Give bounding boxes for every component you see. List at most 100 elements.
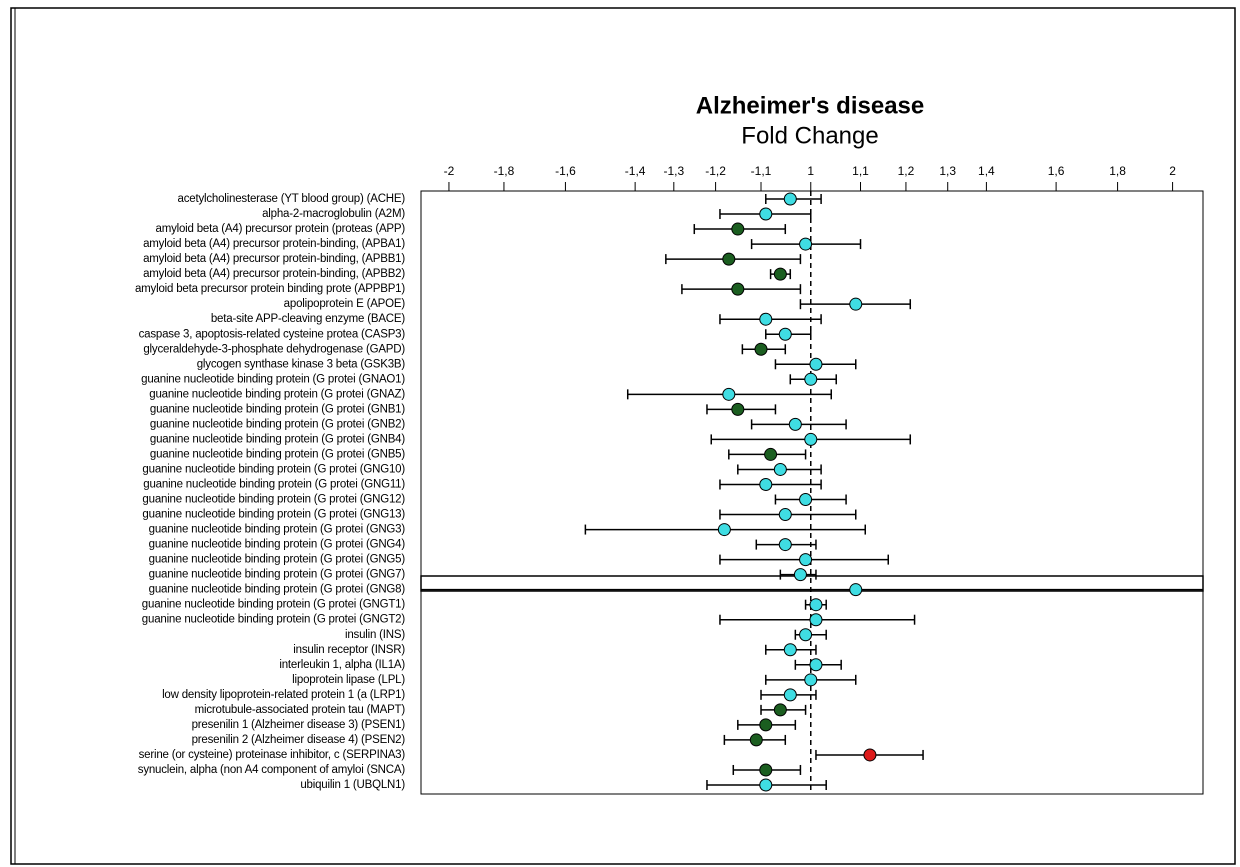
row-label: microtubule-associated protein tau (MAPT… <box>195 704 406 716</box>
row-label: guanine nucleotide binding protein (G pr… <box>149 388 405 400</box>
x-tick-label: -1,1 <box>751 164 772 178</box>
row-label: guanine nucleotide binding protein (G pr… <box>142 509 405 521</box>
x-tick-label: 1,1 <box>852 164 869 178</box>
row-label: ubiquilin 1 (UBQLN1) <box>300 779 405 791</box>
row-label: synuclein, alpha (non A4 component of am… <box>138 764 406 776</box>
row-label: guanine nucleotide binding protein (G pr… <box>142 599 406 611</box>
row-label: guanine nucleotide binding protein (G pr… <box>141 373 405 385</box>
point <box>804 673 818 687</box>
point <box>754 342 768 356</box>
x-tick-label: 2 <box>1169 164 1176 178</box>
plot-box <box>420 190 1204 795</box>
point <box>804 432 818 446</box>
point <box>773 462 787 476</box>
highlight-band <box>420 575 1204 592</box>
point <box>731 222 745 236</box>
row-label: amyloid beta (A4) precursor protein-bind… <box>143 253 405 265</box>
point <box>783 643 797 657</box>
point <box>809 613 823 627</box>
row-label: interleukin 1, alpha (IL1A) <box>279 659 405 671</box>
point <box>799 553 813 567</box>
row-label: alpha-2-macroglobulin (A2M) <box>262 208 405 220</box>
point <box>799 237 813 251</box>
row-label: guanine nucleotide binding protein (G pr… <box>149 569 406 581</box>
row-label: guanine nucleotide binding protein (G pr… <box>149 539 406 551</box>
point <box>783 192 797 206</box>
point <box>778 538 792 552</box>
row-label: glycogen synthase kinase 3 beta (GSK3B) <box>197 358 406 370</box>
x-tick-label: -1,8 <box>494 164 515 178</box>
point <box>799 493 813 507</box>
row-label: guanine nucleotide binding protein (G pr… <box>150 433 405 445</box>
row-label: amyloid beta (A4) precursor protein-bind… <box>143 268 405 280</box>
x-tick-label: 1,2 <box>898 164 915 178</box>
point <box>809 357 823 371</box>
row-label: amyloid beta precursor protein binding p… <box>135 283 405 295</box>
row-label: guanine nucleotide binding protein (G pr… <box>150 403 405 415</box>
row-label: serine (or cysteine) proteinase inhibito… <box>139 749 406 761</box>
point <box>849 297 863 311</box>
row-label: low density lipoprotein-related protein … <box>162 689 405 701</box>
row-label: guanine nucleotide binding protein (G pr… <box>142 614 406 626</box>
row-label: presenilin 2 (Alzheimer disease 4) (PSEN… <box>192 734 406 746</box>
point <box>778 508 792 522</box>
point <box>731 402 745 416</box>
row-label: guanine nucleotide binding protein (G pr… <box>150 448 405 460</box>
row-label: acetylcholinesterase (YT blood group) (A… <box>178 193 406 205</box>
point <box>759 477 773 491</box>
row-label: caspase 3, apoptosis-related cysteine pr… <box>139 328 406 340</box>
row-label: guanine nucleotide binding protein (G pr… <box>150 418 405 430</box>
point <box>722 387 736 401</box>
point <box>717 523 731 537</box>
row-label: guanine nucleotide binding protein (G pr… <box>149 554 406 566</box>
point <box>809 658 823 672</box>
x-tick-label: 1 <box>807 164 814 178</box>
row-label: insulin receptor (INSR) <box>293 644 405 656</box>
row-label: guanine nucleotide binding protein (G pr… <box>143 479 405 491</box>
point <box>804 372 818 386</box>
point <box>773 703 787 717</box>
point <box>788 417 802 431</box>
chart-title: Alzheimer's disease <box>696 92 925 119</box>
x-tick-label: -2 <box>444 164 455 178</box>
x-tick-label: -1,2 <box>705 164 726 178</box>
chart-subtitle: Fold Change <box>741 122 878 149</box>
point <box>759 778 773 792</box>
point <box>799 628 813 642</box>
row-label: guanine nucleotide binding protein (G pr… <box>142 494 405 506</box>
x-tick-label: -1,6 <box>555 164 576 178</box>
x-tick-label: 1,8 <box>1109 164 1126 178</box>
point <box>749 733 763 747</box>
row-label: amyloid beta (A4) precursor protein-bind… <box>143 238 405 250</box>
row-label: glyceraldehyde-3-phosphate dehydrogenase… <box>143 343 405 355</box>
point <box>764 447 778 461</box>
point <box>759 763 773 777</box>
row-label: guanine nucleotide binding protein (G pr… <box>142 463 405 475</box>
point <box>793 568 807 582</box>
frame <box>10 7 1236 865</box>
point <box>849 583 863 597</box>
x-tick-label: -1,3 <box>663 164 684 178</box>
point <box>722 252 736 266</box>
row-label: apolipoprotein E (APOE) <box>284 298 406 310</box>
point <box>759 312 773 326</box>
row-label: lipoprotein lipase (LPL) <box>292 674 405 686</box>
x-tick-label: 1,3 <box>939 164 956 178</box>
row-label: guanine nucleotide binding protein (G pr… <box>149 524 406 536</box>
row-label: guanine nucleotide binding protein (G pr… <box>149 584 406 596</box>
point <box>759 718 773 732</box>
point <box>863 748 877 762</box>
point <box>773 267 787 281</box>
x-tick-label: -1,4 <box>625 164 646 178</box>
row-label: beta-site APP-cleaving enzyme (BACE) <box>211 313 406 325</box>
point <box>759 207 773 221</box>
x-tick-label: 1,6 <box>1048 164 1065 178</box>
row-label: amyloid beta (A4) precursor protein (pro… <box>156 223 406 235</box>
x-tick-label: 1,4 <box>978 164 995 178</box>
point <box>783 688 797 702</box>
point <box>731 282 745 296</box>
row-label: insulin (INS) <box>345 629 405 641</box>
point <box>778 327 792 341</box>
point <box>809 598 823 612</box>
